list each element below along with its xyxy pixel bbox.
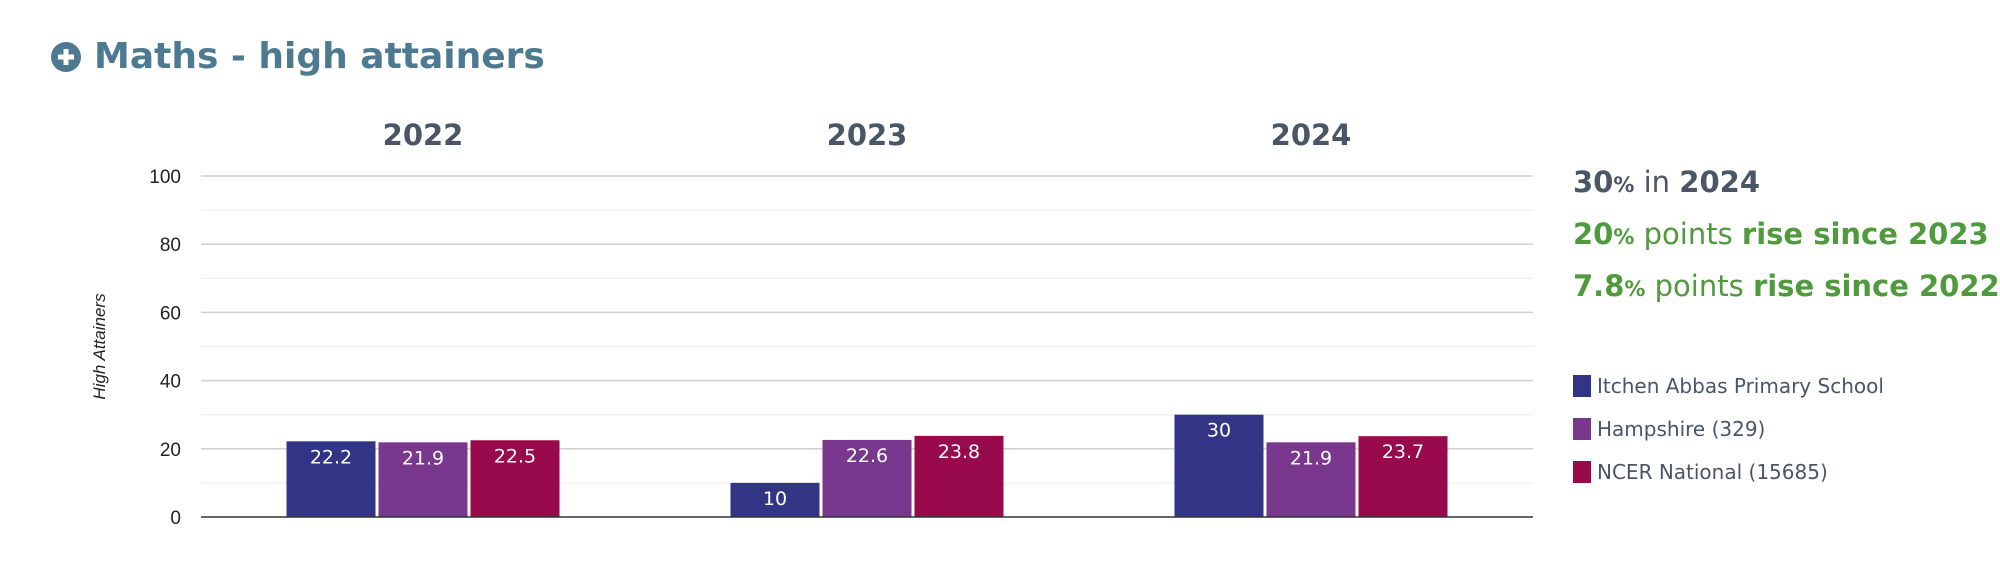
category-label-2023: 2023 bbox=[827, 118, 908, 152]
bar-county-2023 bbox=[822, 439, 912, 517]
legend-swatch-county bbox=[1573, 417, 1591, 440]
chart-title: Maths - high attainers bbox=[94, 36, 545, 77]
y-tick-label: 40 bbox=[160, 372, 181, 393]
summary-rise-2023: 20% points rise since 2023 bbox=[1573, 210, 2000, 262]
data-label-national-2023: 23.8 bbox=[938, 441, 980, 463]
summary-rise-2022: 7.8% points rise since 2022 bbox=[1573, 262, 2000, 314]
summary-current-value: 30 bbox=[1573, 165, 1614, 199]
bar-school-2023 bbox=[730, 482, 820, 517]
data-label-county-2023: 22.6 bbox=[846, 445, 888, 467]
summary-rise-2023-text: points bbox=[1634, 217, 1742, 251]
summary-panel: 30% in 2024 20% points rise since 2023 7… bbox=[1573, 158, 2000, 314]
summary-current-year: 2024 bbox=[1679, 165, 1760, 199]
bar-chart: 0 20 40 60 80 100 High Attainers 2022 22.2 21.9 22… bbox=[90, 118, 1533, 529]
bar-county-2024 bbox=[1266, 442, 1356, 517]
summary-rise-2022-value: 7.8 bbox=[1573, 269, 1625, 303]
expand-plus-icon[interactable] bbox=[50, 41, 82, 73]
data-label-national-2024: 23.7 bbox=[1382, 441, 1424, 463]
bar-national-2022 bbox=[470, 440, 560, 517]
summary-rise-2022-unit: % bbox=[1624, 277, 1646, 301]
y-axis-title: High Attainers bbox=[90, 293, 109, 400]
chart-header: Maths - high attainers bbox=[50, 36, 545, 77]
summary-current-text: in bbox=[1634, 165, 1680, 199]
summary-rise-2023-unit: % bbox=[1613, 225, 1635, 249]
summary-rise-2023-label: rise since 2023 bbox=[1741, 217, 1989, 251]
bar-national-2023 bbox=[914, 435, 1004, 517]
legend-item-national[interactable]: NCER National (15685) bbox=[1573, 450, 1884, 493]
legend-label-school: Itchen Abbas Primary School bbox=[1597, 373, 1884, 398]
legend-swatch-school bbox=[1573, 374, 1591, 397]
bar-national-2024 bbox=[1358, 436, 1448, 517]
summary-rise-2023-value: 20 bbox=[1573, 217, 1614, 251]
y-tick-label: 80 bbox=[160, 235, 181, 256]
legend-label-national: NCER National (15685) bbox=[1597, 459, 1828, 484]
data-label-national-2022: 22.5 bbox=[494, 445, 536, 467]
y-tick-label: 60 bbox=[160, 303, 181, 324]
y-tick-label: 20 bbox=[160, 440, 181, 461]
legend-label-county: Hampshire (329) bbox=[1597, 416, 1766, 441]
summary-rise-2022-text: points bbox=[1645, 269, 1753, 303]
data-label-school-2024: 30 bbox=[1207, 420, 1231, 442]
data-label-school-2023: 10 bbox=[763, 488, 787, 510]
category-label-2024: 2024 bbox=[1271, 118, 1352, 152]
legend-swatch-national bbox=[1573, 460, 1591, 483]
category-label-2022: 2022 bbox=[383, 118, 464, 152]
y-tick-label: 0 bbox=[170, 508, 181, 529]
summary-current-unit: % bbox=[1613, 173, 1635, 197]
bar-school-2024 bbox=[1174, 414, 1264, 517]
legend-item-county[interactable]: Hampshire (329) bbox=[1573, 407, 1884, 450]
bar-school-2022 bbox=[286, 441, 376, 517]
chart-legend: Itchen Abbas Primary School Hampshire (3… bbox=[1573, 364, 1884, 493]
data-label-county-2022: 21.9 bbox=[402, 447, 444, 469]
y-tick-label: 100 bbox=[149, 167, 181, 188]
legend-item-school[interactable]: Itchen Abbas Primary School bbox=[1573, 364, 1884, 407]
data-label-school-2022: 22.2 bbox=[310, 446, 352, 468]
bar-county-2022 bbox=[378, 442, 468, 517]
data-label-county-2024: 21.9 bbox=[1290, 447, 1332, 469]
summary-current: 30% in 2024 bbox=[1573, 158, 2000, 210]
summary-rise-2022-label: rise since 2022 bbox=[1752, 269, 2000, 303]
